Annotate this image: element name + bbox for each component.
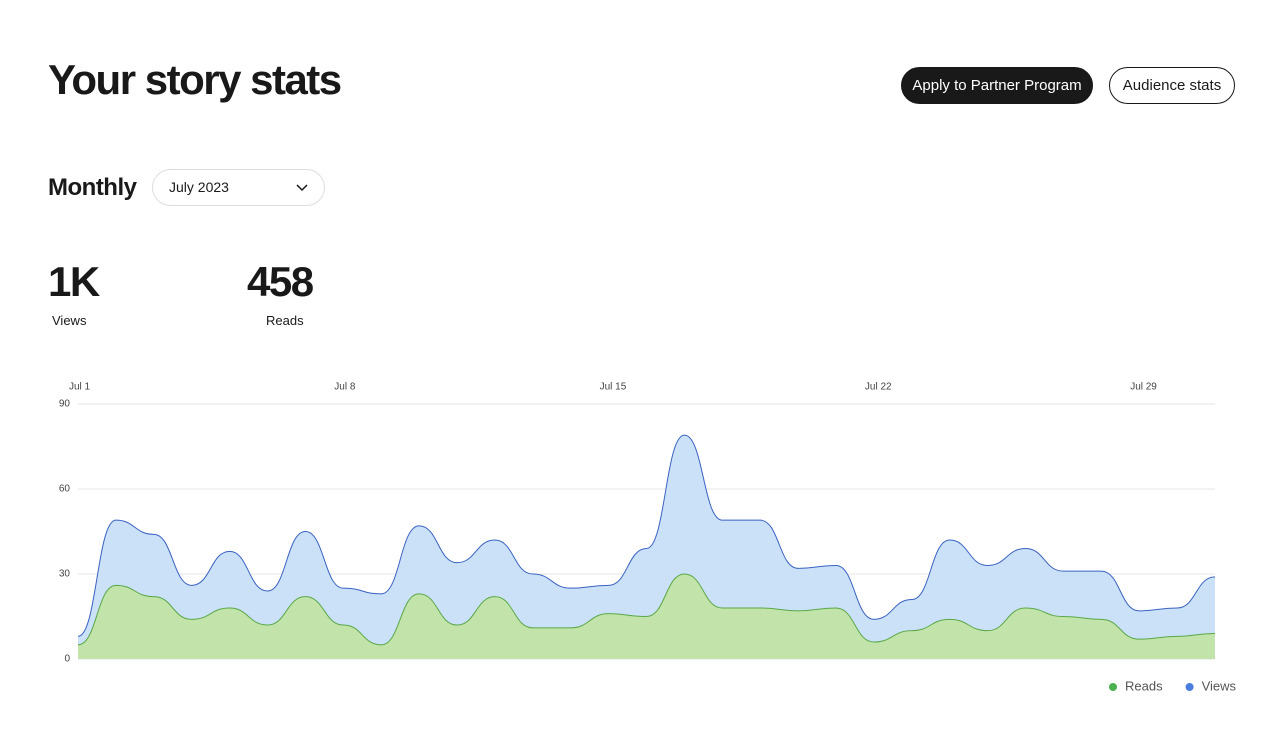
y-tick-label: 90 (59, 399, 71, 410)
dropdown-value: July 2023 (169, 179, 229, 195)
views-label: Views (52, 313, 87, 328)
legend-dot (1185, 683, 1194, 691)
month-dropdown[interactable]: July 2023 (152, 169, 325, 206)
reads-label: Reads (266, 313, 304, 328)
x-tick-label: Jul 29 (1130, 382, 1157, 393)
y-tick-label: 0 (64, 654, 70, 665)
legend-label: Views (1202, 678, 1237, 693)
audience-button[interactable]: Audience stats (1109, 67, 1235, 104)
x-tick-label: Jul 22 (865, 382, 892, 393)
x-tick-label: Jul 1 (69, 382, 91, 393)
x-tick-label: Jul 8 (334, 382, 356, 393)
area-line (77, 573, 1216, 646)
views-total: 1K (48, 258, 100, 305)
area-line (77, 434, 1216, 637)
chevron (296, 184, 308, 192)
legend-label: Reads (1125, 678, 1163, 693)
area-fill (78, 435, 1215, 659)
x-tick-label: Jul 15 (600, 382, 627, 393)
page-title: Your story stats (48, 56, 342, 103)
legend-dot (1109, 683, 1117, 691)
y-tick-label: 60 (59, 484, 71, 495)
partner-button[interactable]: Apply to Partner Program (901, 67, 1093, 104)
chart: 0 30 60 90 Jul 1 Jul 8 Jul 15 Jul 22 Jul 29 Reads… (59, 382, 1237, 694)
reads-total: 458 (247, 258, 314, 305)
y-tick-label: 30 (59, 569, 71, 580)
period-label: Monthly (48, 174, 137, 201)
